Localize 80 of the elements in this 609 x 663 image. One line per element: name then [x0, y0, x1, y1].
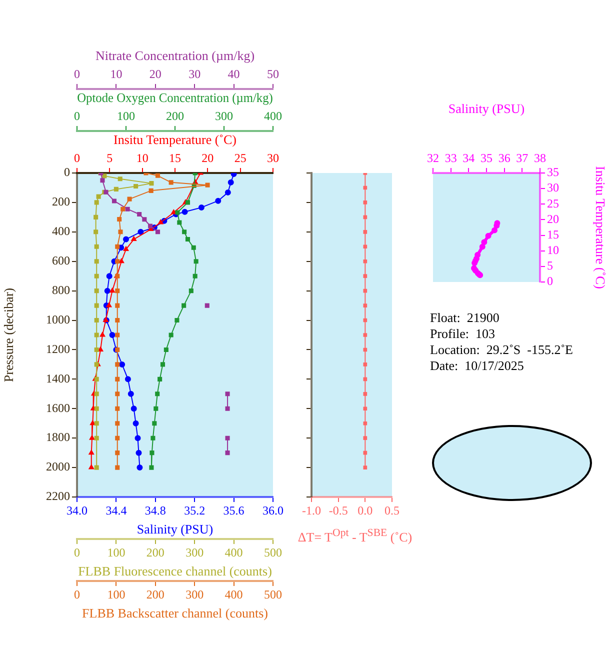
y-tick-label: 20	[547, 212, 559, 226]
x-tick-label: 0.5	[384, 503, 400, 518]
x-tick-label: -1.0	[302, 503, 321, 518]
y-tick-label: 2200	[46, 489, 70, 504]
x2-tick-label: 15	[169, 150, 181, 165]
x-tick-label: 400	[224, 587, 243, 602]
x2-tick-label: 25	[234, 150, 246, 165]
y-axis-title: Insitu Temperature (˚C)	[592, 166, 608, 290]
x2-axis-title: Nitrate Concentration (µm/kg)	[95, 48, 255, 64]
x2-tick-label: 400	[264, 108, 282, 123]
y-tick-label: 15	[547, 227, 559, 242]
x2-tick-label: 50	[267, 66, 279, 81]
x2-tick-label: 30	[188, 66, 201, 81]
x-tick-label: 500	[264, 587, 282, 602]
text: Float: 21900	[430, 310, 500, 326]
x-tick-label: 34.8	[144, 503, 166, 518]
x-tick-label: 36	[498, 150, 510, 165]
y-tick-label: 5	[547, 258, 553, 273]
x2-tick-label: 200	[166, 108, 184, 123]
text: Location: 29.2˚S -155.2˚E	[430, 342, 573, 358]
x-tick-label: 300	[186, 587, 204, 602]
y-tick-label: 0	[64, 165, 70, 180]
x-axis-title: Salinity (PSU)	[448, 101, 525, 116]
y-axis-title: Pressure (decibar)	[1, 288, 16, 382]
text: Date: 10/17/2025	[430, 358, 525, 374]
y-tick-label: 25	[547, 196, 559, 210]
y-tick-label: 30	[547, 180, 559, 195]
x-tick-label: -0.5	[328, 503, 348, 518]
x2-tick-label: 40	[228, 66, 240, 81]
x2-tick-label: 20	[202, 150, 214, 165]
x-tick-label: 200	[146, 587, 164, 602]
x-tick-label: 0.0	[358, 503, 373, 518]
x2-tick-label: 30	[267, 150, 279, 165]
text: Profile: 103	[430, 326, 496, 342]
x-tick-label: 300	[186, 545, 204, 560]
x-tick-label: 32	[427, 150, 439, 165]
y-tick-label: 800	[52, 282, 70, 297]
x-axis-title: Salinity (PSU)	[136, 522, 214, 537]
x-tick-label: 100	[107, 587, 126, 602]
x-tick-label: 34.0	[66, 503, 88, 518]
y-tick-label: 1800	[46, 430, 70, 444]
x-axis-title: ΔT= T$^{Opt}$ - T$^{SBE}$ (˚C)	[296, 527, 414, 546]
y-tick-label: 2000	[46, 460, 70, 474]
y-tick-label: 400	[52, 224, 70, 238]
x-tick-label: 36.0	[262, 503, 284, 518]
x2-tick-label: 0	[74, 108, 80, 123]
y-tick-label: 0	[547, 274, 553, 288]
x-tick-label: 38	[534, 150, 546, 165]
x-axis-title: FLBB Backscatter channel (counts)	[82, 606, 268, 621]
y-tick-label: 35	[547, 165, 559, 180]
x2-tick-label: 5	[106, 150, 113, 165]
y-tick-label: 1200	[46, 342, 70, 356]
y-tick-label: 200	[52, 194, 70, 209]
y-tick-label: 1000	[46, 312, 70, 326]
x2-tick-label: 10	[110, 66, 122, 81]
x2-axis-title: Optode Oxygen Concentration (µm/kg)	[77, 90, 273, 106]
x2-tick-label: 0	[74, 66, 80, 81]
y-tick-label: 10	[547, 243, 559, 258]
x-tick-label: 100	[107, 545, 126, 560]
y-tick-label: 1600	[46, 400, 70, 415]
x-tick-label: 34	[462, 150, 475, 165]
x-axis-title: FLBB Fluorescence channel (counts)	[78, 564, 272, 579]
x-tick-label: 34.4	[106, 503, 127, 518]
x2-tick-label: 10	[136, 150, 148, 165]
x-tick-label: 500	[264, 545, 282, 560]
y-tick-label: 600	[52, 254, 70, 268]
x2-tick-label: 20	[149, 66, 162, 81]
x-tick-label: 200	[146, 545, 164, 560]
x-tick-label: 35	[480, 150, 492, 165]
x-tick-label: 35.6	[223, 503, 244, 518]
x-tick-label: 0	[74, 587, 80, 602]
x-tick-label: 35.2	[184, 503, 206, 518]
x-tick-label: 33	[444, 150, 457, 165]
x-tick-label: 400	[224, 545, 243, 560]
x-tick-label: 37	[516, 150, 528, 165]
x2-tick-label: 300	[215, 108, 233, 123]
x-tick-label: 0	[74, 545, 80, 560]
y-tick-label: 1400	[46, 371, 70, 386]
x2-tick-label: 100	[117, 108, 135, 123]
x2-axis-title: Insitu Temperature (˚C)	[113, 132, 237, 148]
